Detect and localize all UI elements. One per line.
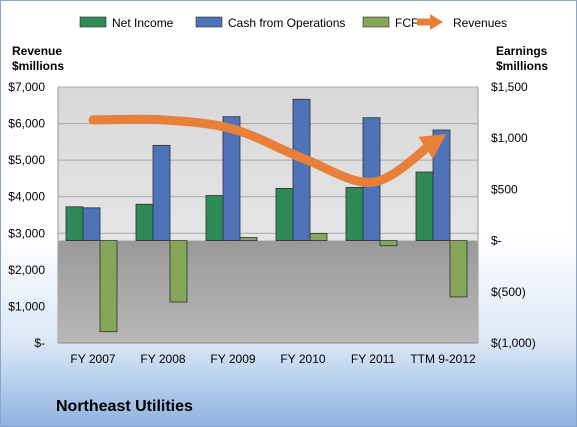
bar-cash-from-operations [82,207,101,242]
right-axis-title-line1: Earnings [496,44,548,58]
x-tick-label: FY 2011 [351,352,396,366]
bar-net-income [415,171,434,242]
bar-fcf [379,240,398,247]
left-tick-label: $6,000 [8,117,45,131]
right-tick-label: $1,500 [491,80,528,94]
right-axis-ticks: $(1,000) $(500) $- $500 $1,000 $1,500 [491,80,536,350]
legend-arrow-head-revenues [430,14,443,30]
bar-fcf [99,240,118,333]
left-axis-title-line1: Revenue [12,44,62,58]
bars [65,98,468,333]
right-tick-label: $(1,000) [491,336,536,350]
left-axis-title-line2: $millions [12,59,64,73]
legend-swatch-cash-from-operations [195,16,223,28]
bar-cash-from-operations [222,116,241,241]
right-tick-label: $(500) [491,285,526,299]
x-tick-label: FY 2007 [70,352,115,366]
legend-label-cash-from-operations: Cash from Operations [228,16,345,30]
x-axis-ticks: FY 2007 FY 2008 FY 2009 FY 2010 FY 2011 TTM 9… [70,352,476,366]
legend-label-net-income: Net Income [112,16,174,30]
legend: Net Income Cash from Operations FCF Revenue… [79,14,507,30]
bar-fcf [239,237,258,241]
left-axis-ticks: $- $1,000 $2,000 $3,000 $4,000 $5,000 $6,000 $7… [8,80,45,350]
right-tick-label: $500 [491,182,518,196]
company-name: Northeast Utilities [56,398,193,415]
legend-swatch-fcf [362,16,390,28]
revenue-arrow-head [418,134,447,159]
bar-fcf [449,240,468,298]
left-tick-label: $7,000 [8,80,45,94]
left-tick-label: $- [34,336,45,350]
revenue-arrow [88,114,447,187]
x-tick-label: FY 2009 [210,352,255,366]
left-tick-label: $1,000 [8,299,45,313]
x-tick-label: TTM 9-2012 [410,352,476,366]
left-tick-label: $3,000 [8,226,45,240]
right-axis-title-line2: $millions [496,59,548,73]
left-tick-label: $4,000 [8,190,45,204]
bar-fcf [169,240,188,303]
plot-area [57,86,479,344]
bar-cash-from-operations [432,129,451,241]
right-tick-label: $1,000 [491,131,528,145]
bar-net-income [345,186,364,242]
bar-net-income [65,206,84,241]
right-tick-label: $- [491,234,502,248]
negative-region [58,240,478,343]
bar-net-income [275,187,294,242]
legend-swatch-net-income [79,16,107,28]
left-tick-label: $5,000 [8,153,45,167]
revenue-arrow-line [88,114,437,187]
bar-cash-from-operations [292,98,311,241]
bar-fcf [309,233,328,242]
bar-net-income [135,203,154,242]
left-tick-label: $2,000 [8,263,45,277]
x-tick-label: FY 2008 [140,352,185,366]
legend-label-revenues: Revenues [453,16,507,30]
legend-label-fcf: FCF [395,16,418,30]
x-tick-label: FY 2010 [280,352,325,366]
bar-cash-from-operations [152,144,171,241]
bar-net-income [205,195,224,242]
